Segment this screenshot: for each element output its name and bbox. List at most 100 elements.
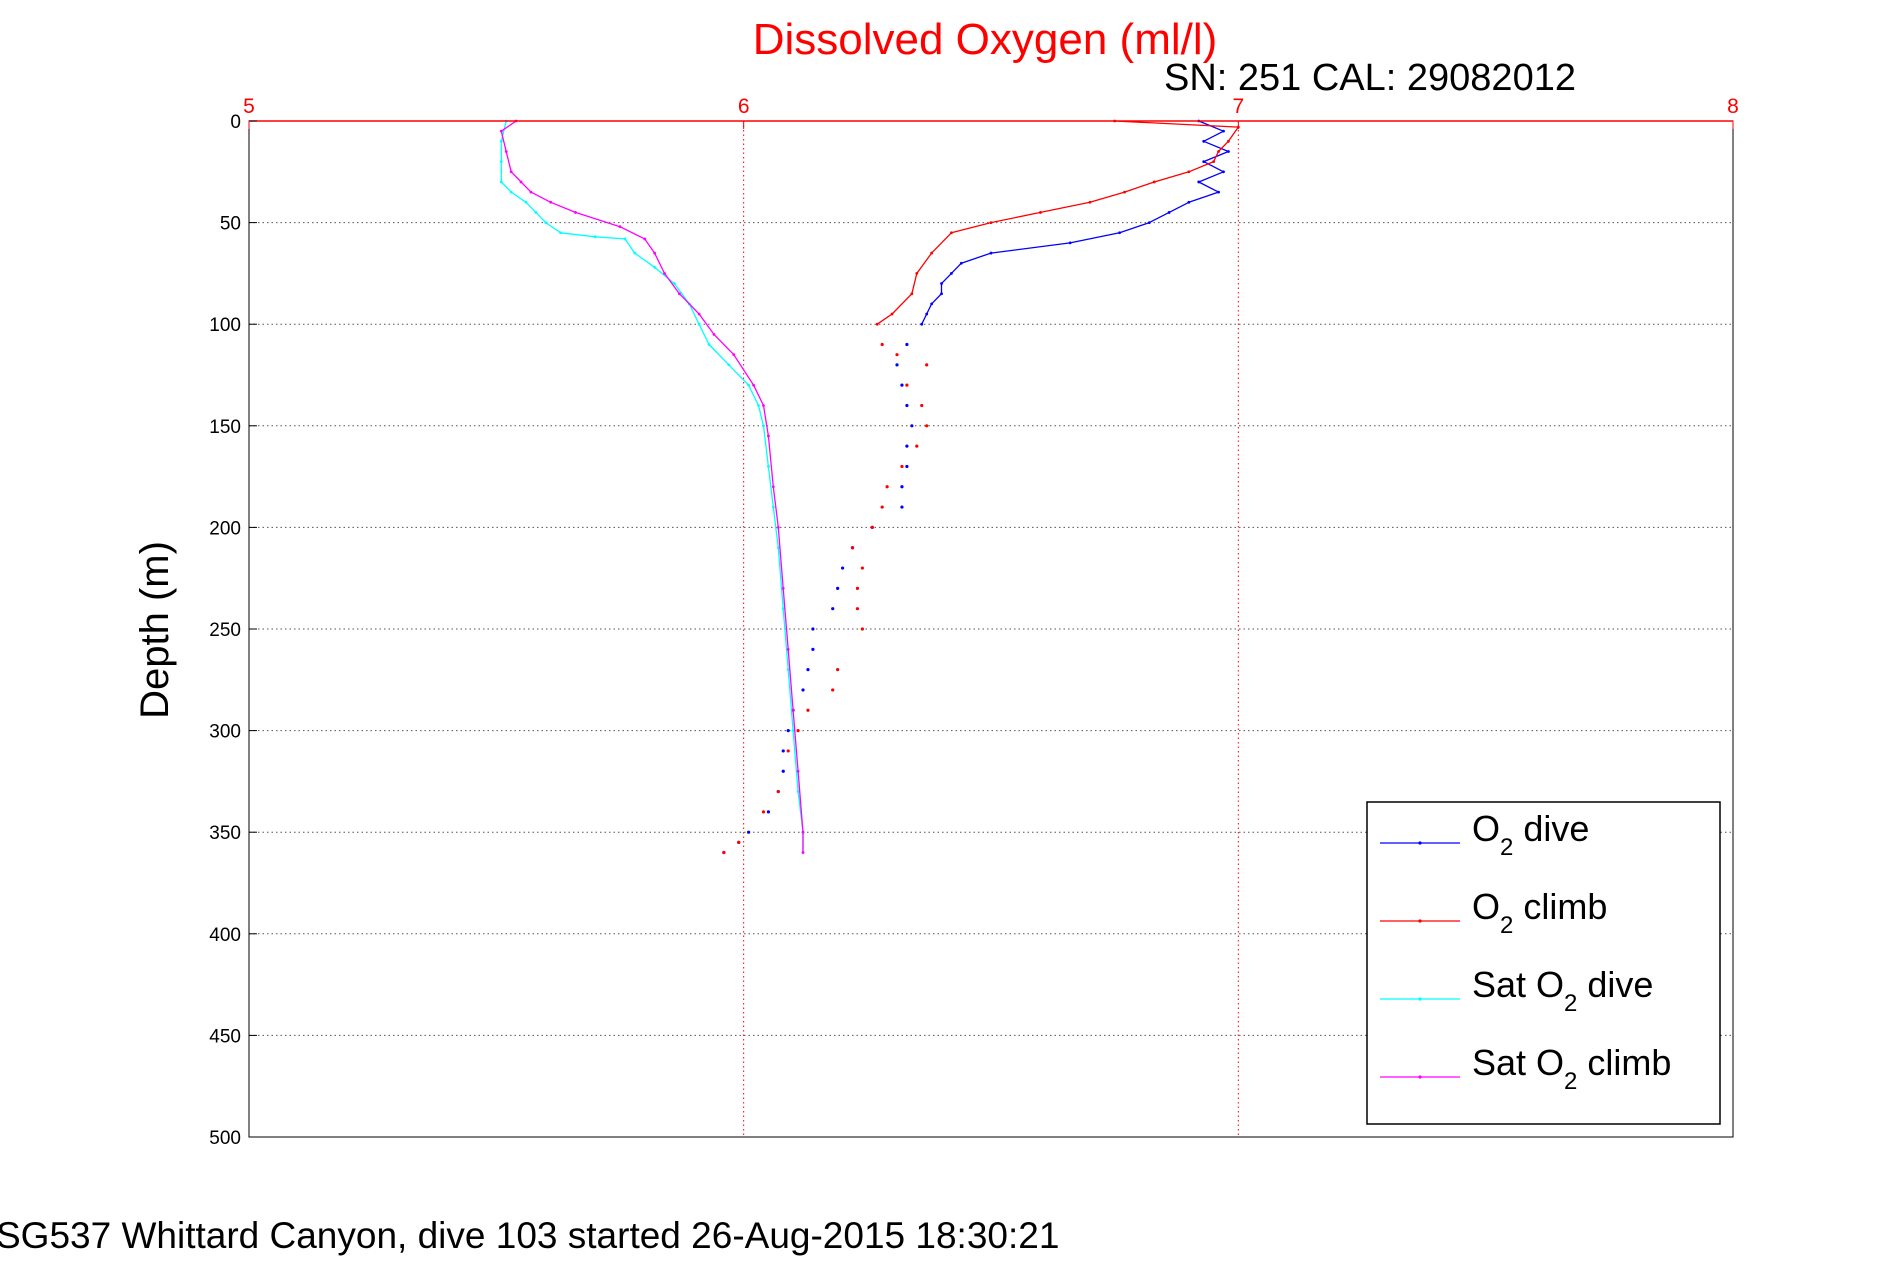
data-point-o2-climb [930, 251, 934, 255]
y-tick-label: 150 [209, 417, 241, 438]
series-line-sat-o2-dive [500, 120, 804, 853]
legend-label-main: Sat O [1472, 1042, 1564, 1083]
data-point-o2-climb [1039, 211, 1042, 214]
data-point-o2-climb [875, 322, 879, 326]
y-tick-label: 100 [209, 315, 241, 336]
data-point-o2-climb [776, 789, 780, 794]
data-point-o2-dive [1068, 241, 1072, 245]
data-point-o2-dive [1202, 160, 1206, 164]
legend-label-o2-climb: O2 climb [1472, 886, 1607, 939]
data-point-o2-dive [900, 505, 904, 509]
data-point-o2-dive [781, 769, 785, 773]
legend-marker-o2-dive [1418, 841, 1422, 845]
legend-label-main: Sat O [1472, 964, 1564, 1005]
data-point-o2-climb [806, 708, 810, 712]
data-point-sat-o2-climb [653, 251, 657, 255]
legend-label-subscript: 2 [1500, 912, 1513, 939]
data-point-sat-o2-dive [762, 424, 765, 428]
data-point-o2-climb [761, 810, 766, 814]
legend-label-rest: dive [1577, 964, 1653, 1005]
legend-label-main: O [1472, 886, 1500, 927]
x-tick-label: 5 [243, 95, 255, 118]
data-point-o2-dive [1217, 190, 1220, 194]
data-point-sat-o2-climb [712, 332, 716, 336]
legend-label-o2-dive: O2 dive [1472, 808, 1589, 861]
data-point-sat-o2-dive [757, 404, 760, 407]
data-point-sat-o2-dive [747, 383, 751, 387]
data-point-o2-climb [1123, 190, 1126, 194]
data-point-sat-o2-climb [643, 237, 647, 241]
data-point-sat-o2-climb [786, 647, 790, 651]
data-point-o2-climb [722, 850, 726, 855]
data-point-o2-climb [831, 688, 835, 692]
chart-subtitle: SN: 251 CAL: 29082012 [1164, 57, 1576, 99]
data-point-o2-dive [1187, 200, 1191, 204]
data-point-sat-o2-climb [771, 485, 775, 489]
data-point-o2-dive [1202, 139, 1206, 143]
data-point-sat-o2-climb [762, 404, 765, 407]
y-tick-label: 400 [209, 925, 241, 946]
y-tick-label: 50 [220, 214, 241, 235]
data-point-o2-climb [900, 464, 904, 469]
data-point-o2-climb [885, 485, 889, 489]
data-point-sat-o2-dive [499, 139, 503, 143]
data-point-o2-climb [1227, 139, 1230, 143]
data-point-sat-o2-dive [707, 343, 711, 346]
data-point-o2-climb [1152, 180, 1156, 184]
legend-label-rest: climb [1513, 886, 1607, 927]
data-point-sat-o2-climb [781, 586, 785, 590]
data-point-sat-o2-dive [653, 265, 657, 269]
data-point-sat-o2-dive [727, 363, 731, 367]
y-tick-label: 300 [209, 722, 241, 743]
chart-caption: SG537 Whittard Canyon, dive 103 started … [0, 1215, 1059, 1256]
legend-label-sat-o2-climb: Sat O2 climb [1472, 1042, 1671, 1095]
data-point-sat-o2-climb [801, 830, 805, 834]
legend-marker-o2-climb [1418, 919, 1422, 923]
legend-label-rest: dive [1513, 808, 1589, 849]
data-point-sat-o2-dive [771, 505, 775, 509]
data-point-o2-climb [870, 525, 874, 530]
legend-label-sat-o2-dive: Sat O2 dive [1472, 964, 1653, 1017]
data-point-o2-dive [925, 312, 929, 316]
legend-label-subscript: 2 [1500, 834, 1513, 861]
data-point-o2-climb [796, 729, 800, 733]
data-point-sat-o2-climb [791, 708, 795, 712]
data-point-o2-climb [1088, 200, 1092, 204]
data-point-o2-climb [1217, 150, 1220, 153]
data-point-sat-o2-climb [776, 526, 780, 529]
data-point-sat-o2-climb [499, 129, 503, 133]
x-tick-label: 8 [1727, 95, 1739, 118]
data-point-o2-dive [747, 830, 751, 834]
data-point-o2-climb [836, 668, 840, 672]
data-point-sat-o2-climb [574, 211, 577, 214]
y-tick-label: 200 [209, 518, 241, 539]
data-point-o2-dive [1222, 170, 1225, 174]
data-point-sat-o2-dive [791, 729, 795, 732]
data-point-o2-climb [737, 840, 741, 844]
data-point-sat-o2-climb [752, 383, 755, 387]
data-point-sat-o2-climb [529, 190, 533, 194]
data-point-o2-climb [880, 342, 884, 347]
data-point-sat-o2-dive [786, 668, 790, 672]
data-point-sat-o2-dive [697, 322, 701, 326]
data-point-sat-o2-climb [618, 225, 622, 229]
data-point-o2-dive [940, 282, 943, 285]
data-point-o2-dive [959, 261, 963, 265]
data-point-o2-dive [811, 647, 815, 651]
series-o2-climb [722, 119, 1240, 855]
data-point-sat-o2-dive [544, 221, 548, 225]
data-point-o2-dive [1197, 180, 1201, 184]
legend-marker-sat-o2-dive [1418, 997, 1422, 1001]
data-point-o2-climb [786, 749, 790, 753]
data-point-sat-o2-dive [593, 235, 597, 239]
data-point-sat-o2-dive [623, 237, 627, 241]
legend-marker-sat-o2-climb [1418, 1075, 1422, 1079]
data-point-sat-o2-dive [767, 465, 770, 468]
data-point-sat-o2-dive [776, 546, 780, 550]
data-point-o2-climb [905, 383, 909, 387]
y-tick-label: 250 [209, 620, 241, 641]
legend-label-main: O [1472, 808, 1500, 849]
data-point-sat-o2-dive [796, 790, 800, 793]
data-point-o2-dive [1227, 150, 1230, 153]
